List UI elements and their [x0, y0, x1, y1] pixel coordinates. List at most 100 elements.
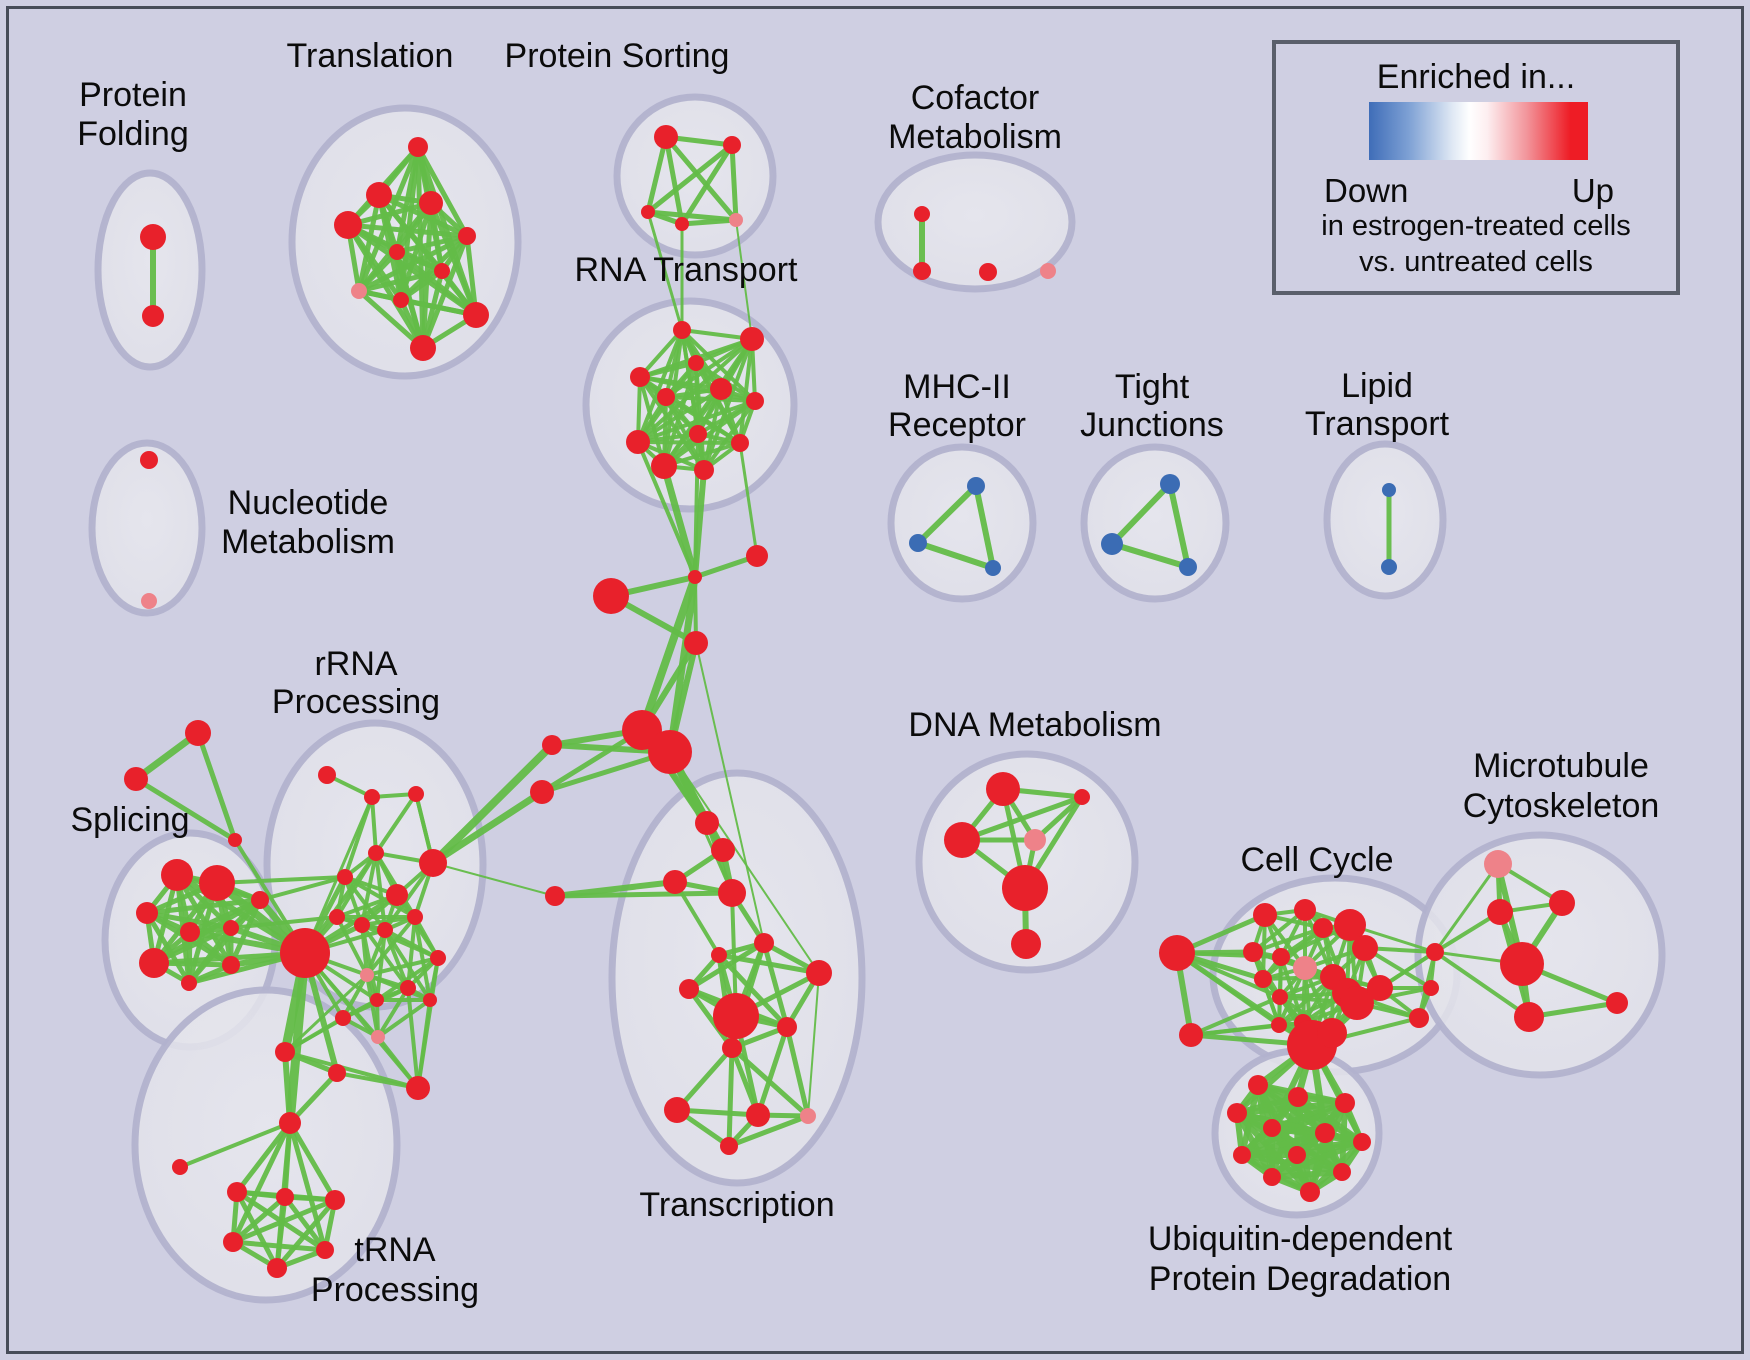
node-ub3[interactable] — [1335, 1093, 1355, 1113]
node-rt7[interactable] — [746, 392, 764, 410]
node-ce22[interactable] — [1423, 980, 1439, 996]
node-ce7[interactable] — [1352, 935, 1378, 961]
node-rr2[interactable] — [364, 789, 380, 805]
node-rr10[interactable] — [354, 917, 370, 933]
node-bh[interactable] — [280, 928, 330, 978]
node-sp7[interactable] — [181, 975, 197, 991]
node-ps3[interactable] — [641, 205, 655, 219]
node-ub4[interactable] — [1227, 1103, 1247, 1123]
node-tn7[interactable] — [276, 1188, 294, 1206]
node-pf2[interactable] — [142, 305, 164, 327]
node-tn5[interactable] — [172, 1159, 188, 1175]
node-ce11[interactable] — [1254, 970, 1272, 988]
node-tc10[interactable] — [777, 1017, 797, 1037]
node-cc6[interactable] — [648, 730, 692, 774]
node-ce3[interactable] — [1253, 903, 1277, 927]
node-ce5[interactable] — [1313, 918, 1333, 938]
node-tn3[interactable] — [406, 1076, 430, 1100]
node-tr6[interactable] — [389, 244, 405, 260]
node-ub7[interactable] — [1353, 1133, 1371, 1151]
node-rt2[interactable] — [740, 327, 764, 351]
node-mh1[interactable] — [967, 477, 985, 495]
node-ub5[interactable] — [1263, 1119, 1281, 1137]
node-ce16[interactable] — [1271, 1017, 1287, 1033]
node-rr11[interactable] — [377, 922, 393, 938]
node-sp4[interactable] — [180, 922, 200, 942]
node-dm5[interactable] — [1002, 865, 1048, 911]
node-dm4[interactable] — [1024, 829, 1046, 851]
node-tr8[interactable] — [351, 283, 367, 299]
node-rr13[interactable] — [430, 950, 446, 966]
node-lt1[interactable] — [1382, 483, 1396, 497]
node-tc0[interactable] — [545, 886, 565, 906]
node-rr3[interactable] — [408, 786, 424, 802]
node-tc14[interactable] — [800, 1108, 816, 1124]
node-ce2[interactable] — [1179, 1023, 1203, 1047]
node-tc12[interactable] — [664, 1097, 690, 1123]
node-tr3[interactable] — [419, 191, 443, 215]
node-sp6[interactable] — [139, 948, 169, 978]
node-tn9[interactable] — [223, 1232, 243, 1252]
node-tc7[interactable] — [806, 960, 832, 986]
node-ce1[interactable] — [1159, 935, 1195, 971]
node-sp1[interactable] — [161, 859, 193, 891]
node-tr11[interactable] — [410, 335, 436, 361]
node-rt3[interactable] — [688, 355, 704, 371]
node-rt5[interactable] — [710, 378, 732, 400]
node-rr8[interactable] — [407, 909, 423, 925]
node-rt11[interactable] — [651, 453, 677, 479]
node-tr7[interactable] — [434, 263, 450, 279]
node-tr1[interactable] — [408, 137, 428, 157]
node-ub12[interactable] — [1300, 1182, 1320, 1202]
node-sp2[interactable] — [199, 865, 235, 901]
node-ce8[interactable] — [1243, 942, 1263, 962]
node-ce21[interactable] — [1409, 1008, 1429, 1028]
node-rr5[interactable] — [337, 869, 353, 885]
node-tj1[interactable] — [1160, 474, 1180, 494]
node-ce9[interactable] — [1272, 948, 1290, 966]
node-cm4[interactable] — [1040, 263, 1056, 279]
node-rt6[interactable] — [657, 388, 675, 406]
node-ub10[interactable] — [1263, 1168, 1281, 1186]
node-tc3[interactable] — [663, 870, 687, 894]
node-ub2[interactable] — [1288, 1087, 1308, 1107]
node-rr7[interactable] — [419, 849, 447, 877]
node-sp5[interactable] — [223, 920, 239, 936]
node-rr16[interactable] — [423, 993, 437, 1007]
node-tn2[interactable] — [328, 1064, 346, 1082]
node-tj2[interactable] — [1101, 533, 1123, 555]
node-mt6[interactable] — [1606, 992, 1628, 1014]
node-ot1[interactable] — [185, 720, 211, 746]
node-mt4[interactable] — [1500, 942, 1544, 986]
node-cm1[interactable] — [914, 206, 930, 222]
node-tn8[interactable] — [325, 1190, 345, 1210]
node-ub8[interactable] — [1233, 1146, 1251, 1164]
node-dm2[interactable] — [1074, 789, 1090, 805]
node-tr5[interactable] — [458, 227, 476, 245]
node-ce12[interactable] — [1272, 989, 1288, 1005]
node-cc7[interactable] — [542, 735, 562, 755]
node-ps1[interactable] — [654, 125, 678, 149]
node-rr6[interactable] — [386, 884, 408, 906]
node-sp8[interactable] — [222, 956, 240, 974]
node-rr1[interactable] — [318, 766, 336, 784]
node-cc2[interactable] — [688, 570, 702, 584]
node-ps4[interactable] — [675, 217, 689, 231]
node-rr12[interactable] — [360, 968, 374, 982]
node-mh2[interactable] — [909, 534, 927, 552]
node-mt5[interactable] — [1514, 1002, 1544, 1032]
node-ub1[interactable] — [1248, 1075, 1268, 1095]
node-sp9[interactable] — [251, 891, 269, 909]
node-tc2[interactable] — [711, 838, 735, 862]
node-ot3[interactable] — [228, 833, 242, 847]
node-ce18[interactable] — [1317, 1018, 1347, 1048]
node-dm6[interactable] — [1011, 929, 1041, 959]
node-lt2[interactable] — [1381, 559, 1397, 575]
node-cm2[interactable] — [913, 262, 931, 280]
node-rr17[interactable] — [371, 1030, 385, 1044]
node-mt1[interactable] — [1484, 850, 1512, 878]
node-tc11[interactable] — [722, 1038, 742, 1058]
node-sp3[interactable] — [136, 902, 158, 924]
node-ce10[interactable] — [1293, 956, 1317, 980]
node-tc8[interactable] — [679, 979, 699, 999]
